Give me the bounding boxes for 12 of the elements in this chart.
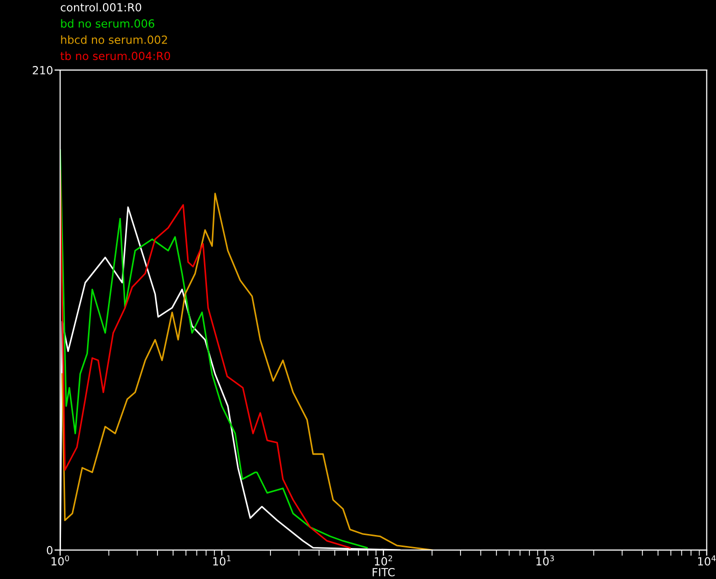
x-tick-label: 10$^{0}$ <box>52 555 70 566</box>
x-axis-title: FITC <box>372 568 395 576</box>
y-tick-label: 210 <box>32 66 52 74</box>
x-tick-label: 10$^{4}$ <box>698 555 716 566</box>
text: control.001:R0 <box>60 2 142 12</box>
text: bd no serum.006 <box>61 19 154 28</box>
x-tick-label: 10$^{1}$ <box>213 555 230 566</box>
x-tick-label: 10$^{2}$ <box>374 555 392 566</box>
text: hbcd no serum.002 <box>61 35 167 44</box>
text: tb no serum.004:R0 <box>60 52 170 60</box>
y-tick-label: 0 <box>46 546 52 554</box>
x-tick-label: 10$^{3}$ <box>536 555 554 566</box>
